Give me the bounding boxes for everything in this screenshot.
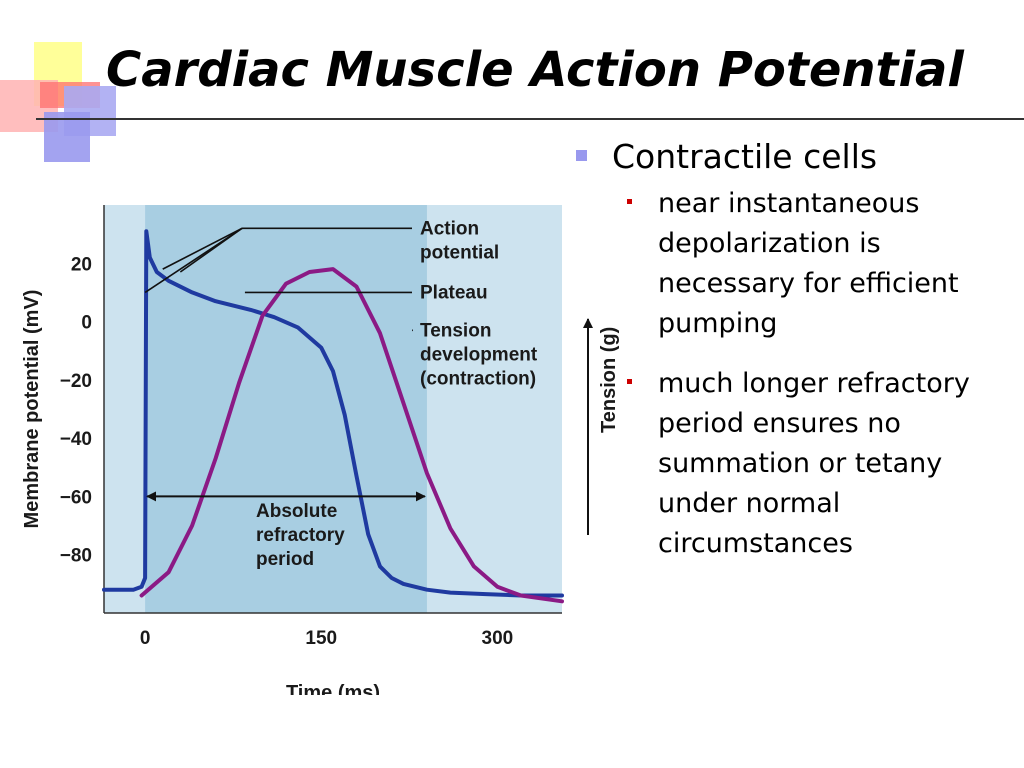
annotation-label: Plateau [420,282,488,303]
annotation-label: period [256,549,314,570]
annotation-label: Absolute [256,501,337,522]
annotation-label: Tension [420,320,491,341]
annotation-label: Action [420,218,479,239]
leader-line [179,227,243,273]
annotation-label: refractory [256,525,345,546]
title-rule [36,118,1024,120]
bullet-text: Contractile cells [612,137,878,176]
refractory-band [145,205,427,613]
slide-title: Cardiac Muscle Action Potential [106,42,964,98]
x-tick-label: 300 [482,628,514,649]
y-axis-label: Membrane potential (mV) [21,290,43,529]
sub-bullet-item: much longer refractory period ensures no… [574,364,1014,564]
y-tick-label: −80 [60,546,92,567]
bullet-item: Contractile cells [574,136,1014,178]
sub-bullet-text: much longer refractory period ensures no… [658,368,970,559]
sub-bullet-text: near instantaneous depolarization is nec… [658,188,959,339]
leader-line [162,227,243,270]
tension-line [139,267,564,604]
annotation-label: development [420,344,538,365]
y-tick-label: 0 [81,313,92,334]
y-tick-label: −60 [60,487,92,508]
y-tick-label: 20 [71,254,92,275]
bullet-list: Contractile cells near instantaneous dep… [574,136,1014,564]
annotation-label: potential [420,242,499,263]
y2-axis-label: Tension (g) [598,327,620,433]
y-tick-label: −20 [60,371,92,392]
sub-bullet-square-icon [627,379,632,384]
action-potential-line [102,229,564,598]
bullet-square-icon [576,150,587,161]
sub-bullet-item: near instantaneous depolarization is nec… [574,184,1014,344]
y-tick-label: −40 [60,429,92,450]
x-tick-label: 150 [305,628,337,649]
sub-bullet-square-icon [627,199,632,204]
annotation-label: (contraction) [420,368,536,389]
deco-square-blue-2 [44,112,90,162]
x-axis-label: Time (ms) [286,682,380,695]
x-tick-label: 0 [140,628,151,649]
action-potential-chart: 20 0 −20 −40 −60 −80 0 150 300 Time (ms) Membrane … [21,205,620,695]
